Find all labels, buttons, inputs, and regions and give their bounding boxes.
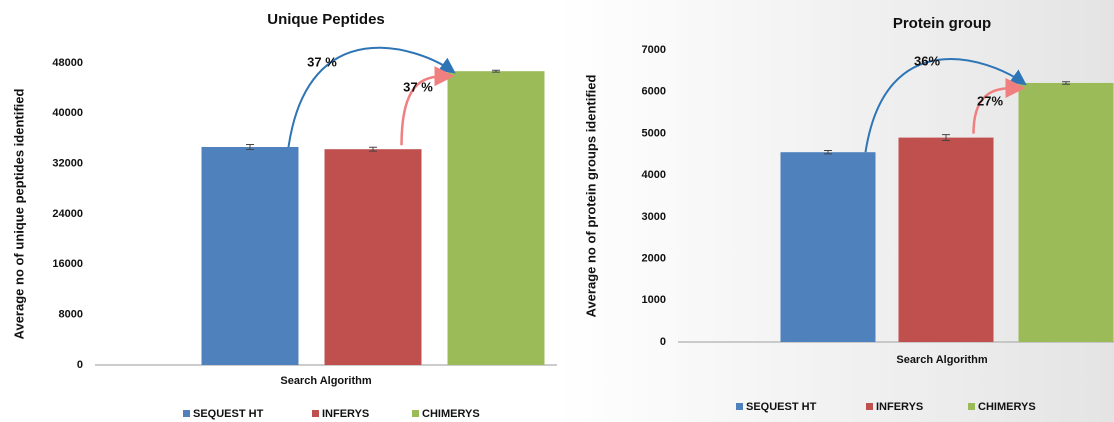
- legend-swatch: [968, 403, 975, 410]
- x-axis-label: Search Algorithm: [896, 354, 987, 366]
- y-tick-label: 40000: [52, 107, 83, 119]
- arrow-blue: [864, 58, 1027, 153]
- annotation: 37 %: [403, 79, 433, 94]
- y-tick-label: 6000: [642, 86, 666, 98]
- y-tick-label: 4000: [642, 169, 666, 181]
- arrow-red: [400, 66, 455, 146]
- legend-swatch: [183, 410, 190, 417]
- arrow-blue: [287, 46, 456, 148]
- legend-label: INFERYS: [876, 401, 923, 413]
- arrow-red: [972, 77, 1026, 134]
- y-tick-label: 0: [77, 359, 83, 371]
- y-tick-label: 1000: [642, 294, 666, 306]
- bar: [324, 149, 422, 365]
- annotation: 27%: [977, 93, 1003, 108]
- error-bar: [824, 150, 832, 155]
- error-bar: [942, 134, 950, 142]
- y-tick-label: 8000: [59, 309, 83, 321]
- y-tick-label: 32000: [52, 158, 83, 170]
- error-bar: [1062, 81, 1070, 85]
- legend-label: INFERYS: [322, 408, 369, 420]
- bar: [1018, 82, 1114, 342]
- chart-title: Unique Peptides: [267, 11, 385, 28]
- y-tick-label: 3000: [642, 211, 666, 223]
- bar: [898, 137, 994, 342]
- chart-title: Protein group: [893, 15, 991, 32]
- x-axis-label: Search Algorithm: [280, 375, 371, 387]
- error-bar: [369, 146, 377, 152]
- error-bar: [492, 69, 500, 73]
- legend-swatch: [866, 403, 873, 410]
- legend-swatch: [736, 403, 743, 410]
- y-tick-label: 0: [660, 336, 666, 348]
- legend-label: SEQUEST HT: [193, 408, 264, 420]
- y-tick-label: 7000: [642, 44, 666, 56]
- legend-label: SEQUEST HT: [746, 401, 817, 413]
- annotation: 36%: [914, 53, 940, 68]
- y-tick-label: 24000: [52, 208, 83, 220]
- legend-label: CHIMERYS: [978, 401, 1036, 413]
- y-tick-label: 5000: [642, 127, 666, 139]
- legend-swatch: [312, 410, 319, 417]
- y-axis-label: Average no of protein groups identified: [583, 74, 598, 317]
- y-tick-label: 16000: [52, 258, 83, 270]
- bar: [780, 152, 876, 342]
- y-axis-label: Average no of unique peptides identified: [11, 89, 26, 340]
- legend-label: CHIMERYS: [422, 408, 480, 420]
- annotation: 37 %: [307, 54, 337, 69]
- legend-swatch: [412, 410, 419, 417]
- bar: [201, 146, 299, 365]
- y-tick-label: 2000: [642, 252, 666, 264]
- bar: [447, 71, 545, 365]
- y-tick-label: 48000: [52, 57, 83, 69]
- error-bar: [246, 143, 254, 151]
